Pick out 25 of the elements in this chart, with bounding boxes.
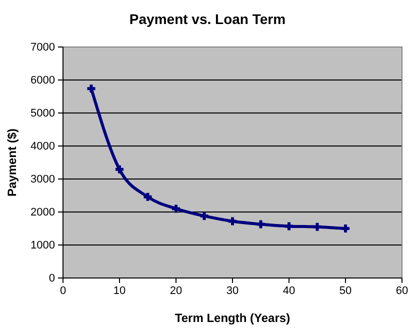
point — [255, 218, 266, 230]
x-tick-label: 40 — [282, 284, 296, 297]
y-tick-label: 3000 — [30, 174, 55, 186]
point — [114, 164, 125, 175]
y-tick-label: 2000 — [30, 206, 55, 219]
y-tick-label: 0 — [48, 272, 55, 285]
y-tick-label: 7000 — [30, 42, 55, 54]
point — [284, 220, 294, 232]
y-axis-title: Payment ($) — [5, 128, 19, 197]
x-axis-title: Term Length (Years) — [174, 311, 290, 325]
x-tick-label: 50 — [339, 284, 352, 297]
x-tick-label: 60 — [396, 284, 408, 297]
point — [170, 203, 182, 214]
x-tick-label: 30 — [226, 284, 239, 297]
x-tick-label: 0 — [60, 284, 66, 297]
x-tick-label: 20 — [170, 284, 182, 297]
point — [142, 191, 154, 202]
y-tick-label: 6000 — [30, 74, 55, 87]
point — [227, 216, 238, 227]
y-tick-label: 1000 — [30, 240, 55, 252]
chart-title: Payment vs. Loan Term — [129, 11, 286, 27]
y-tick-label: 5000 — [30, 108, 55, 120]
x-tick-label: 10 — [113, 284, 126, 297]
point — [312, 221, 323, 232]
y-tick-label: 4000 — [30, 140, 55, 153]
